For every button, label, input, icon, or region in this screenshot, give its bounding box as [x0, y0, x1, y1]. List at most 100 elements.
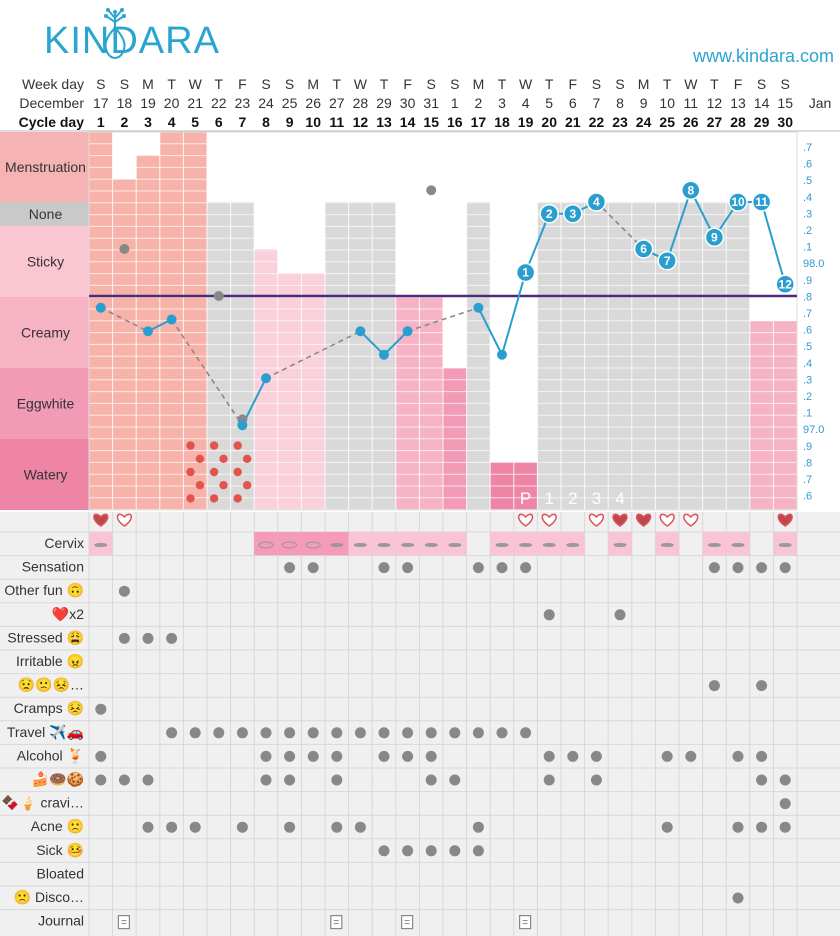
fluid-band-3 — [0, 297, 89, 368]
fluid-band-5 — [0, 439, 89, 510]
date-label: 8 — [616, 95, 624, 111]
heart-outline-icon — [517, 513, 534, 527]
peak-day-label: 1 — [544, 489, 553, 508]
temp-point-label: 3 — [569, 207, 576, 221]
symptom-dot — [284, 727, 296, 739]
temp-point-label: 12 — [779, 277, 793, 291]
symptom-dot — [756, 562, 768, 574]
spotting-dot — [219, 454, 228, 463]
symptom-dot — [779, 798, 791, 810]
symptom-dot — [142, 774, 154, 786]
symptom-dot — [260, 774, 272, 786]
journal-note-icon[interactable] — [401, 914, 414, 930]
symptom-dot — [166, 821, 178, 833]
symptom-dot — [567, 750, 579, 762]
symptom-dot — [732, 821, 744, 833]
symptom-dot — [472, 845, 484, 857]
weekday-label: M — [473, 76, 485, 92]
temp-point — [261, 373, 271, 384]
temp-point-label: 1 — [522, 266, 529, 280]
brand-name: KINDARA — [44, 20, 220, 62]
symptom-dot — [166, 632, 178, 644]
cycle-day-label: 19 — [518, 114, 534, 130]
temp-axis-label: .6 — [803, 325, 812, 337]
symptom-dot — [402, 750, 414, 762]
symptom-dot — [331, 821, 343, 833]
spotting-dot — [186, 494, 195, 503]
brand-url-link[interactable]: www.kindara.com — [692, 46, 834, 66]
symptom-dot — [543, 774, 555, 786]
temp-point-label: 4 — [593, 195, 600, 209]
cycle-day-label: 23 — [612, 114, 628, 130]
cycle-day-label: 29 — [754, 114, 770, 130]
weekday-label: T — [215, 76, 224, 92]
symptom-dot — [590, 774, 602, 786]
symptom-area-bg — [0, 512, 840, 936]
date-label: 11 — [684, 95, 699, 111]
spotting-dot — [209, 441, 219, 450]
heart-outline-icon — [659, 513, 675, 527]
temp-point-labeled — [775, 274, 795, 294]
symptom-dot — [520, 727, 532, 739]
symptom-dot — [378, 562, 390, 574]
cycle-day-label: 26 — [683, 114, 699, 130]
temp-line — [477, 307, 503, 356]
weekday-label: S — [285, 76, 294, 92]
cycle-day-label: 8 — [262, 114, 270, 130]
temp-line — [760, 201, 787, 285]
temp-line — [501, 272, 527, 356]
journal-note-icon[interactable] — [330, 914, 343, 930]
temp-line — [666, 189, 692, 262]
date-label: 22 — [211, 95, 227, 111]
date-label: 13 — [730, 95, 746, 111]
temp-point-label: 11 — [755, 195, 768, 209]
symptom-label: Cramps 😣 — [14, 700, 84, 716]
symptom-dot — [732, 750, 744, 762]
cervix-mark-icon — [566, 543, 580, 547]
date-label: 24 — [258, 95, 274, 111]
date-label: 14 — [754, 95, 770, 111]
symptom-dot — [756, 774, 768, 786]
spotting-dot — [195, 454, 205, 463]
symptom-dot — [425, 750, 437, 762]
weekday-label: T — [545, 76, 554, 92]
symptom-label: Sick 🤒 — [36, 842, 84, 858]
spotting-dot — [233, 494, 242, 503]
peak-day-label: 2 — [568, 489, 577, 508]
symptom-label: Bloated — [37, 865, 84, 881]
temp-axis-label: .9 — [803, 275, 812, 287]
cycle-day-label: 13 — [376, 114, 392, 130]
date-label: 2 — [475, 95, 483, 111]
symptom-dot — [756, 680, 768, 692]
symptom-dot — [378, 750, 390, 762]
cycle-day-label: 18 — [494, 114, 510, 130]
journal-note-icon[interactable] — [117, 914, 131, 930]
date-label: 10 — [659, 95, 675, 111]
cervix-cell — [254, 532, 278, 556]
temp-point-labeled — [586, 192, 607, 212]
weekday-label: W — [519, 76, 533, 92]
temp-axis-label: .6 — [803, 491, 812, 503]
symptom-label: 😟🙁😣… — [18, 677, 84, 693]
symptom-label: Other fun 🙃 — [4, 582, 84, 598]
cycle-day-label: 3 — [144, 114, 152, 130]
symptom-dot — [685, 750, 697, 762]
symptom-dot — [166, 727, 178, 739]
fluid-label: Menstruation — [5, 159, 86, 175]
cycle-day-label: 9 — [286, 114, 294, 130]
cycle-day-label: 20 — [541, 114, 557, 130]
symptom-dot — [779, 774, 791, 786]
temp-point-label: 6 — [640, 242, 647, 256]
symptom-dot — [472, 727, 484, 739]
date-label: 3 — [498, 95, 506, 111]
fluid-band-2 — [0, 226, 89, 297]
peak-day-label: P — [520, 489, 531, 508]
heart-outline-icon — [683, 513, 699, 527]
temp-point — [237, 420, 248, 431]
temp-axis-label: .3 — [803, 208, 812, 220]
date-label: 15 — [777, 95, 793, 111]
journal-note-icon[interactable] — [518, 914, 532, 930]
symptom-label: Alcohol 🍹 — [17, 746, 84, 764]
heart-filled-icon — [93, 513, 109, 527]
kindara-logo-icon — [104, 8, 126, 59]
